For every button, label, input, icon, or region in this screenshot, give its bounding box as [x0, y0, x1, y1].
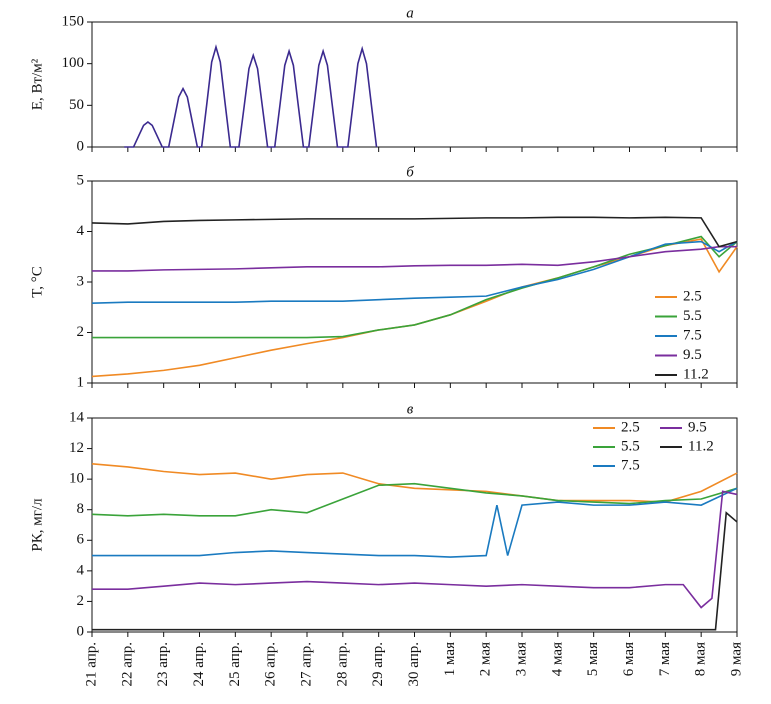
data-line [92, 511, 738, 631]
x-tick-label: 3 мая [513, 642, 529, 676]
legend-label: 7.5 [683, 327, 702, 343]
legend-label: 11.2 [688, 438, 714, 454]
plot-frame [91, 21, 738, 148]
y-tick-label: 6 [77, 532, 85, 548]
data-line [92, 487, 738, 558]
y-axis-label: РК, мг/л [29, 498, 45, 552]
data-line [91, 482, 738, 517]
y-tick-label: 8 [77, 501, 85, 517]
legend-label: 5.5 [683, 308, 702, 324]
y-tick-label: 1 [77, 374, 85, 390]
y-tick-label: 4 [77, 562, 85, 578]
data-line [92, 245, 737, 272]
x-tick-label: 5 мая [585, 642, 601, 676]
x-tick-label: 25 апр. [227, 642, 243, 687]
data-line [124, 44, 378, 148]
x-tick-label: 29 апр. [370, 642, 386, 687]
x-tick-label: 27 апр. [298, 642, 314, 687]
x-tick-label: 28 апр. [334, 642, 350, 687]
y-tick-label: 0 [77, 623, 85, 639]
x-tick-label: 6 мая [621, 642, 637, 676]
x-tick-label: 24 апр. [191, 642, 207, 687]
x-tick-label: 21 апр. [83, 642, 99, 687]
y-tick-label: 10 [69, 471, 84, 487]
data-line [92, 490, 738, 609]
y-tick-label: 100 [62, 55, 85, 71]
panel-title: б [406, 164, 414, 180]
y-tick-label: 150 [62, 13, 85, 29]
y-tick-label: 2 [77, 324, 85, 340]
y-tick-label: 14 [69, 409, 85, 425]
x-tick-label: 8 мая [693, 642, 709, 676]
x-tick-label: 22 апр. [119, 642, 135, 687]
x-tick-label: 7 мая [657, 642, 673, 676]
plot-frame [91, 180, 738, 384]
legend-label: 9.5 [683, 347, 702, 363]
x-tick-label: 4 мая [549, 642, 565, 676]
y-axis-label: E, Вт/м² [29, 58, 45, 110]
data-line [91, 216, 738, 248]
data-line [91, 240, 738, 305]
x-tick-label: 1 мая [442, 642, 458, 676]
y-tick-label: 2 [77, 593, 85, 609]
data-line [91, 463, 738, 503]
y-tick-label: 3 [77, 273, 85, 289]
x-tick-label: 26 апр. [263, 642, 279, 687]
y-tick-label: 5 [77, 172, 85, 188]
y-axis-label: T, °C [29, 266, 45, 298]
x-tick-label: 2 мая [478, 642, 494, 676]
legend-label: 2.5 [621, 419, 640, 435]
y-tick-label: 0 [77, 138, 85, 154]
legend-label: 7.5 [621, 457, 640, 473]
y-tick-label: 50 [69, 97, 84, 113]
panel-title: в [407, 401, 414, 417]
panel-title: а [406, 5, 414, 21]
y-tick-label: 12 [69, 440, 84, 456]
x-tick-label: 23 апр. [155, 642, 171, 687]
data-line [92, 235, 738, 339]
plot-frame [91, 417, 738, 633]
legend-label: 5.5 [621, 438, 640, 454]
data-line [91, 238, 738, 378]
legend-label: 11.2 [683, 366, 709, 382]
y-tick-label: 4 [77, 223, 85, 239]
legend-label: 2.5 [683, 288, 702, 304]
x-tick-label: 9 мая [728, 642, 744, 676]
x-tick-label: 30 апр. [406, 642, 422, 687]
legend-label: 9.5 [688, 419, 707, 435]
